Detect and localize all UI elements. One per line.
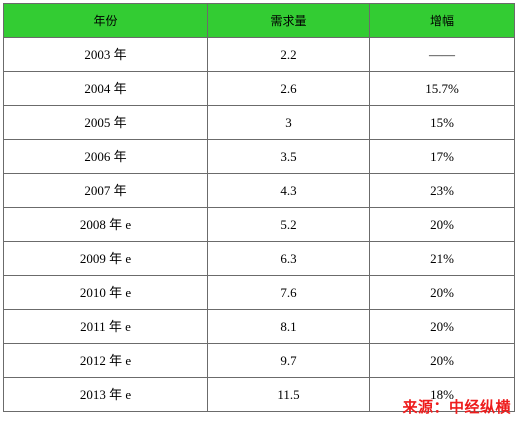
table-row: 2008 年 e 5.2 20% xyxy=(3,207,515,242)
cell-growth: 20% xyxy=(369,207,515,242)
cell-year: 2005 年 xyxy=(3,105,208,140)
cell-year: 2006 年 xyxy=(3,139,208,174)
table-row: 2010 年 e 7.6 20% xyxy=(3,275,515,310)
cell-demand: 8.1 xyxy=(207,309,370,344)
cell-growth: 20% xyxy=(369,309,515,344)
cell-growth: 18% xyxy=(369,377,515,412)
cell-year: 2010 年 e xyxy=(3,275,208,310)
cell-demand: 9.7 xyxy=(207,343,370,378)
cell-demand: 4.3 xyxy=(207,173,370,208)
cell-year: 2011 年 e xyxy=(3,309,208,344)
cell-year: 2007 年 xyxy=(3,173,208,208)
table-row: 2003 年 2.2 —— xyxy=(3,37,515,72)
cell-year: 2012 年 e xyxy=(3,343,208,378)
cell-demand: 6.3 xyxy=(207,241,370,276)
table-header-row: 年份 需求量 增幅 xyxy=(3,3,515,38)
cell-growth: 15% xyxy=(369,105,515,140)
cell-growth: 15.7% xyxy=(369,71,515,106)
table-body: 2003 年 2.2 —— 2004 年 2.6 15.7% 2005 年 3 15% 2006 … xyxy=(3,37,515,412)
cell-year: 2004 年 xyxy=(3,71,208,106)
table-row: 2004 年 2.6 15.7% xyxy=(3,71,515,106)
cell-growth: 21% xyxy=(369,241,515,276)
cell-growth: 20% xyxy=(369,275,515,310)
table-row: 2009 年 e 6.3 21% xyxy=(3,241,515,276)
cell-demand: 5.2 xyxy=(207,207,370,242)
table-row: 2011 年 e 8.1 20% xyxy=(3,309,515,344)
cell-growth: 23% xyxy=(369,173,515,208)
table-row: 2005 年 3 15% xyxy=(3,105,515,140)
header-growth: 增幅 xyxy=(369,3,515,38)
cell-growth: 17% xyxy=(369,139,515,174)
cell-demand: 3 xyxy=(207,105,370,140)
cell-year: 2003 年 xyxy=(3,37,208,72)
table-row: 2007 年 4.3 23% xyxy=(3,173,515,208)
header-year: 年份 xyxy=(3,3,208,38)
cell-demand: 11.5 xyxy=(207,377,370,412)
demand-table: 年份 需求量 增幅 2003 年 2.2 —— 2004 年 2.6 15.7% 2005 … xyxy=(3,3,515,412)
cell-growth: 20% xyxy=(369,343,515,378)
source-label: 来源：中经纵横 xyxy=(402,398,511,416)
cell-year: 2008 年 e xyxy=(3,207,208,242)
cell-demand: 7.6 xyxy=(207,275,370,310)
header-demand: 需求量 xyxy=(207,3,370,38)
table-row: 2013 年 e 11.5 18% xyxy=(3,377,515,412)
table-row: 2012 年 e 9.7 20% xyxy=(3,343,515,378)
cell-year: 2013 年 e xyxy=(3,377,208,412)
cell-growth: —— xyxy=(369,37,515,72)
cell-demand: 2.2 xyxy=(207,37,370,72)
cell-year: 2009 年 e xyxy=(3,241,208,276)
cell-demand: 3.5 xyxy=(207,139,370,174)
table-row: 2006 年 3.5 17% xyxy=(3,139,515,174)
cell-demand: 2.6 xyxy=(207,71,370,106)
demand-table-container: 年份 需求量 增幅 2003 年 2.2 —— 2004 年 2.6 15.7% 2005 … xyxy=(3,3,515,419)
